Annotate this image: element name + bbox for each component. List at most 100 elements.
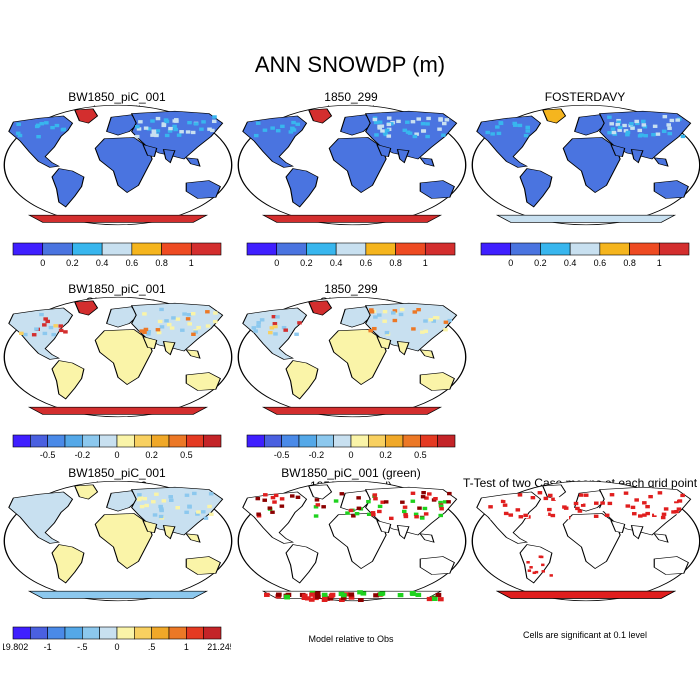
grid-cell bbox=[663, 507, 669, 511]
continent-northAmerica bbox=[8, 491, 74, 544]
grid-cell bbox=[154, 492, 159, 496]
grid-cell bbox=[333, 499, 339, 503]
grid-cell bbox=[607, 501, 613, 506]
grid-cell bbox=[635, 121, 640, 126]
grid-cell bbox=[635, 504, 640, 508]
colorbar-swatch bbox=[168, 434, 187, 448]
grid-cell bbox=[366, 512, 372, 517]
continent-india bbox=[630, 525, 644, 540]
grid-cell bbox=[253, 329, 258, 333]
colorbar-swatch bbox=[298, 434, 317, 448]
grid-cell bbox=[164, 133, 170, 138]
grid-cell bbox=[383, 500, 389, 504]
grid-cell bbox=[314, 498, 320, 502]
grid-cell bbox=[525, 125, 530, 130]
grid-cell bbox=[371, 512, 376, 517]
grid-cell bbox=[625, 133, 630, 137]
colorbar-swatch bbox=[629, 242, 660, 256]
grid-cell bbox=[256, 321, 261, 325]
grid-cell bbox=[642, 501, 647, 505]
grid-cell bbox=[425, 134, 430, 139]
grid-cell bbox=[377, 509, 382, 514]
grid-cell bbox=[192, 491, 197, 496]
continent-seAsia bbox=[419, 157, 435, 167]
grid-cell bbox=[146, 332, 151, 336]
continent-arabia bbox=[142, 336, 158, 350]
grid-cell bbox=[358, 598, 364, 602]
p6-title: BW1850_piC_001 bbox=[68, 466, 166, 480]
continent-greenland bbox=[542, 108, 567, 124]
colorbar-tick: 1 bbox=[184, 642, 189, 652]
grid-cell bbox=[412, 310, 418, 314]
grid-cell bbox=[609, 122, 614, 126]
grid-cell bbox=[155, 116, 161, 121]
grid-cell bbox=[304, 596, 311, 601]
colorbar-tick: 0.5 bbox=[180, 450, 193, 460]
grid-cell bbox=[184, 493, 190, 497]
grid-cell bbox=[174, 119, 179, 123]
grid-cell bbox=[175, 317, 181, 321]
grid-cell bbox=[321, 592, 328, 597]
grid-cell bbox=[289, 494, 295, 498]
grid-cell bbox=[186, 313, 192, 317]
continent-asia bbox=[364, 302, 458, 352]
grid-cell bbox=[607, 131, 612, 135]
grid-cell bbox=[399, 307, 405, 312]
grid-cell bbox=[283, 328, 288, 332]
grid-cell bbox=[58, 324, 64, 328]
grid-cell bbox=[209, 512, 214, 516]
grid-cell bbox=[193, 330, 198, 334]
grid-cell bbox=[610, 127, 616, 131]
grid-cell bbox=[677, 499, 683, 503]
grid-cell bbox=[151, 129, 157, 133]
p6-map bbox=[3, 480, 233, 602]
grid-cell bbox=[315, 594, 321, 599]
grid-cell bbox=[547, 493, 553, 498]
colorbar-swatch bbox=[42, 242, 73, 256]
grid-cell bbox=[255, 496, 261, 501]
grid-cell bbox=[411, 327, 416, 331]
grid-cell bbox=[291, 120, 296, 125]
grid-cell bbox=[142, 497, 148, 501]
continent-antarctica bbox=[261, 214, 443, 223]
p2-title: 1850_299 bbox=[324, 90, 378, 104]
continent-arabia bbox=[142, 144, 158, 158]
grid-cell bbox=[614, 508, 620, 513]
continent-india bbox=[162, 341, 176, 356]
colorbar-swatch bbox=[368, 434, 386, 448]
grid-cell bbox=[662, 114, 668, 119]
continent-antarctica bbox=[261, 406, 443, 415]
p7-map bbox=[237, 480, 467, 602]
grid-cell bbox=[210, 128, 215, 133]
grid-cell bbox=[17, 133, 23, 138]
grid-cell bbox=[211, 119, 217, 124]
grid-cell bbox=[547, 507, 552, 512]
grid-cell bbox=[485, 130, 490, 135]
grid-cell bbox=[593, 514, 599, 518]
colorbar-swatch bbox=[64, 434, 83, 448]
grid-cell bbox=[264, 592, 270, 597]
colorbar-swatch bbox=[306, 242, 337, 256]
grid-cell bbox=[256, 512, 261, 516]
colorbar-swatch bbox=[316, 434, 334, 448]
grid-cell bbox=[421, 491, 426, 495]
grid-cell bbox=[435, 592, 442, 598]
grid-cell bbox=[410, 120, 416, 124]
grid-cell bbox=[175, 506, 180, 510]
grid-cell bbox=[386, 116, 392, 120]
colorbar-tick: 0.8 bbox=[155, 258, 168, 268]
grid-cell bbox=[382, 309, 388, 314]
grid-cell bbox=[600, 501, 605, 505]
continent-asia bbox=[130, 302, 224, 352]
grid-cell bbox=[396, 119, 401, 124]
grid-cell bbox=[444, 118, 450, 122]
grid-cell bbox=[366, 499, 371, 504]
grid-cell bbox=[146, 329, 152, 334]
colorbar-swatch bbox=[186, 434, 204, 448]
colorbar-swatch bbox=[480, 242, 512, 256]
grid-cell bbox=[607, 115, 612, 119]
grid-cell bbox=[490, 132, 495, 136]
colorbar-swatch bbox=[569, 242, 601, 256]
grid-cell bbox=[419, 516, 425, 520]
grid-cell bbox=[382, 319, 387, 323]
